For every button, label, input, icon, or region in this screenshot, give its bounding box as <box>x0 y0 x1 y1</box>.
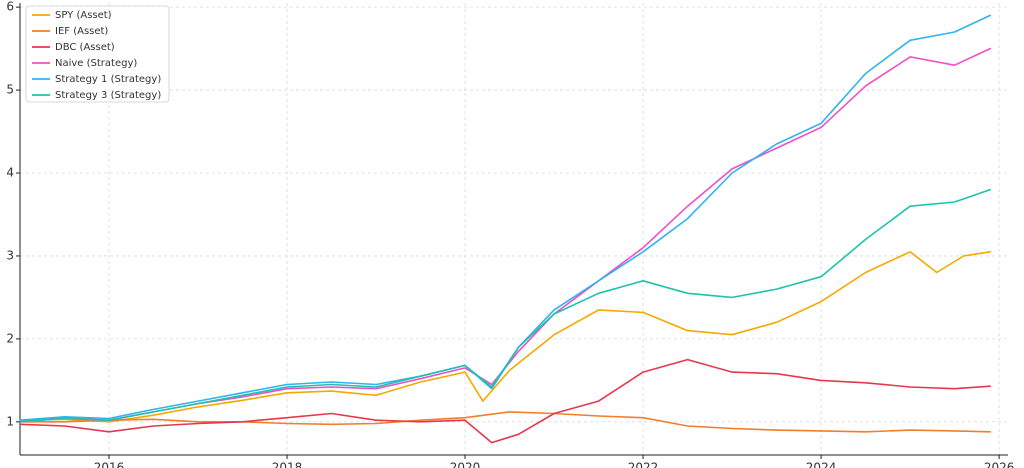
legend: SPY (Asset) IEF (Asset) DBC (Asset) Naive (… <box>25 5 170 103</box>
grid <box>20 3 1008 455</box>
axes <box>19 3 1008 456</box>
y-tick-label: 1 <box>6 414 14 428</box>
y-tick-label: 4 <box>6 166 14 180</box>
x-tick-label: 2024 <box>806 461 837 468</box>
x-tick-label: 2018 <box>272 461 303 468</box>
y-tick-label: 5 <box>6 83 14 97</box>
series-line-1 <box>19 251 991 423</box>
series-lines <box>19 14 991 444</box>
legend-entry: DBC (Asset) <box>55 42 115 53</box>
y-tick-label: 2 <box>6 331 14 345</box>
x-tick-label: 2026 <box>984 461 1015 468</box>
x-tick-label: 2020 <box>450 461 481 468</box>
legend-entry: Naive (Strategy) <box>55 58 137 69</box>
legend-entry: SPY (Asset) <box>55 10 112 21</box>
x-tick-labels: 2016 2018 2020 2022 2024 2026 <box>94 455 1015 468</box>
legend-box <box>25 5 170 103</box>
legend-entry: Strategy 1 (Strategy) <box>55 74 161 85</box>
series-line-2 <box>19 411 991 433</box>
y-tick-label: 6 <box>6 0 14 14</box>
series-line-6 <box>19 188 991 423</box>
y-tick-labels: 1 2 3 4 5 6 <box>6 0 20 428</box>
x-tick-label: 2016 <box>94 461 125 468</box>
x-tick-label: 2022 <box>628 461 659 468</box>
legend-entry: IEF (Asset) <box>55 26 108 37</box>
y-tick-label: 3 <box>6 248 14 262</box>
legend-entry: Strategy 3 (Strategy) <box>55 90 161 101</box>
series-line-3 <box>19 358 991 444</box>
